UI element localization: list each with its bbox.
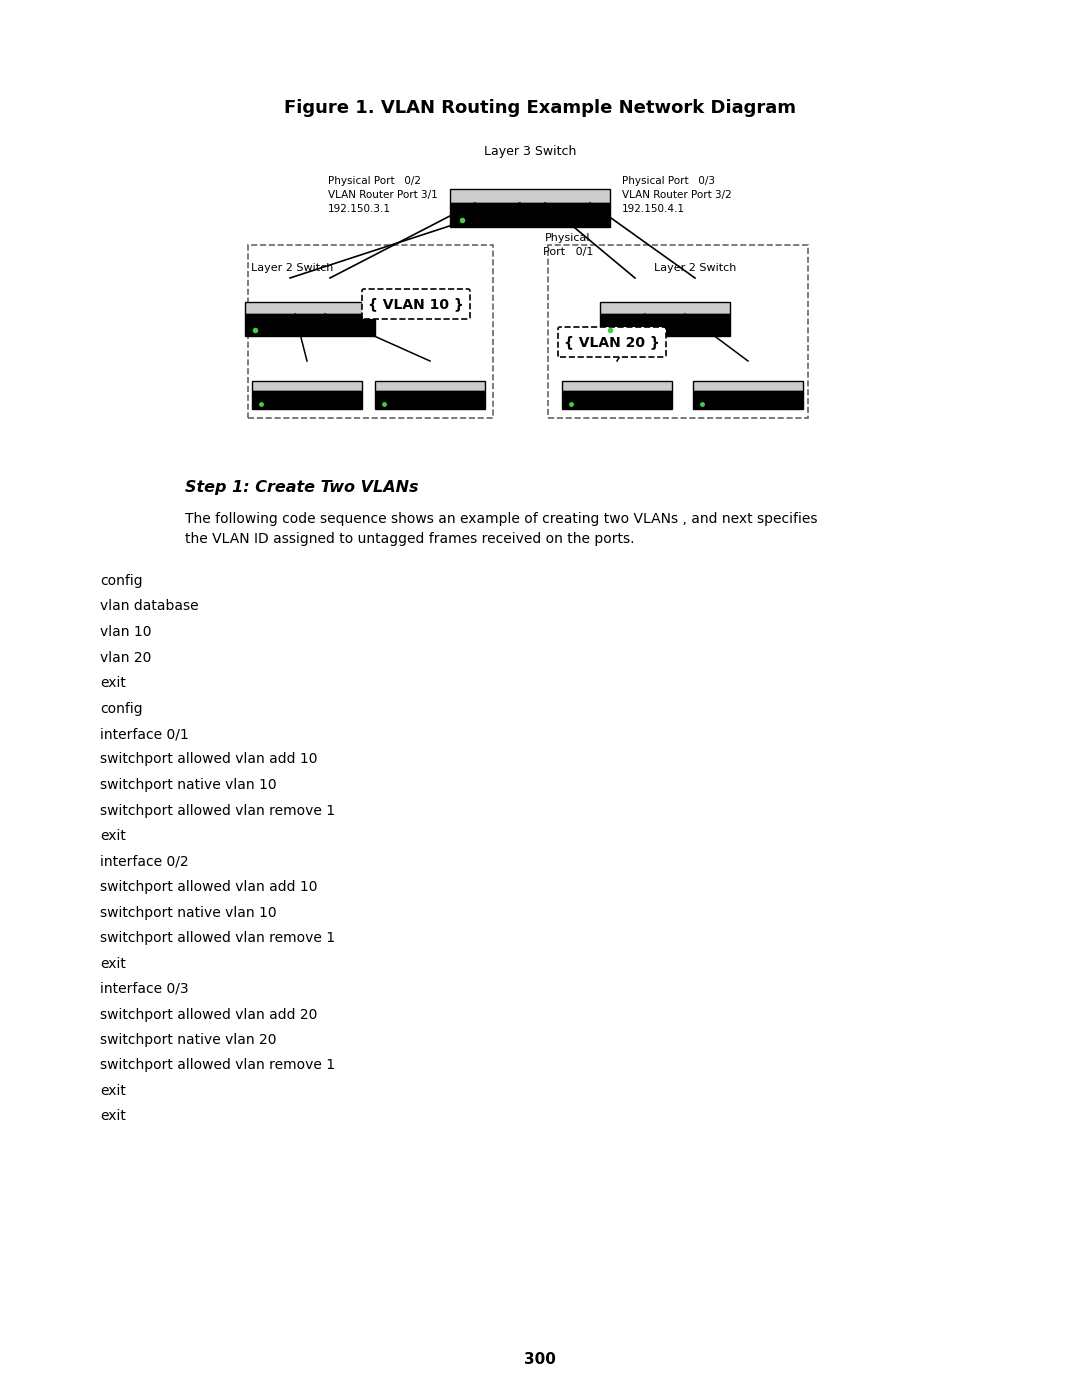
Text: switchport allowed vlan add 10: switchport allowed vlan add 10: [100, 880, 318, 894]
Text: vlan database: vlan database: [100, 599, 199, 613]
Text: vlan 10: vlan 10: [100, 624, 151, 638]
Text: switchport native vlan 10: switchport native vlan 10: [100, 778, 276, 792]
Bar: [600, 314, 730, 337]
Bar: [693, 381, 804, 391]
Text: exit: exit: [100, 1084, 126, 1098]
Text: exit: exit: [100, 957, 126, 971]
Text: interface 0/1: interface 0/1: [100, 726, 189, 740]
Text: exit: exit: [100, 676, 126, 690]
Text: switchport allowed vlan add 20: switchport allowed vlan add 20: [100, 1007, 318, 1021]
Bar: [450, 189, 610, 203]
Text: interface 0/2: interface 0/2: [100, 855, 189, 869]
Text: Physical Port   0/3
VLAN Router Port 3/2
192.150.4.1: Physical Port 0/3 VLAN Router Port 3/2 1…: [622, 176, 732, 214]
Bar: [245, 302, 375, 314]
Text: Physical
Port   0/1: Physical Port 0/1: [543, 233, 593, 257]
Text: switchport allowed vlan remove 1: switchport allowed vlan remove 1: [100, 930, 335, 944]
Bar: [245, 314, 375, 337]
Text: Layer 2 Switch: Layer 2 Switch: [653, 263, 737, 272]
Text: switchport allowed vlan add 10: switchport allowed vlan add 10: [100, 753, 318, 767]
Text: Physical Port   0/2
VLAN Router Port 3/1
192.150.3.1: Physical Port 0/2 VLAN Router Port 3/1 1…: [328, 176, 438, 214]
Text: switchport allowed vlan remove 1: switchport allowed vlan remove 1: [100, 1059, 335, 1073]
Bar: [375, 391, 485, 409]
Bar: [562, 391, 672, 409]
Text: the VLAN ID assigned to untagged frames received on the ports.: the VLAN ID assigned to untagged frames …: [185, 532, 635, 546]
Text: switchport native vlan 10: switchport native vlan 10: [100, 905, 276, 919]
Text: switchport allowed vlan remove 1: switchport allowed vlan remove 1: [100, 803, 335, 817]
Bar: [450, 203, 610, 226]
Text: vlan 20: vlan 20: [100, 651, 151, 665]
FancyBboxPatch shape: [362, 289, 470, 319]
Text: { VLAN 10 }: { VLAN 10 }: [368, 298, 464, 312]
Text: Figure 1. VLAN Routing Example Network Diagram: Figure 1. VLAN Routing Example Network D…: [284, 99, 796, 117]
Text: The following code sequence shows an example of creating two VLANs , and next sp: The following code sequence shows an exa…: [185, 511, 818, 527]
Text: 300: 300: [524, 1351, 556, 1366]
Bar: [252, 381, 362, 391]
Text: Layer 2 Switch: Layer 2 Switch: [251, 263, 334, 272]
FancyBboxPatch shape: [558, 327, 666, 358]
Bar: [375, 381, 485, 391]
Text: exit: exit: [100, 1109, 126, 1123]
Bar: [562, 381, 672, 391]
Text: config: config: [100, 701, 143, 715]
Text: exit: exit: [100, 828, 126, 842]
Bar: [600, 302, 730, 314]
Text: Layer 3 Switch: Layer 3 Switch: [484, 144, 577, 158]
Bar: [693, 391, 804, 409]
Text: switchport native vlan 20: switchport native vlan 20: [100, 1032, 276, 1046]
Text: config: config: [100, 574, 143, 588]
Text: Step 1: Create Two VLANs: Step 1: Create Two VLANs: [185, 481, 419, 495]
Text: { VLAN 20 }: { VLAN 20 }: [564, 335, 660, 349]
Bar: [252, 391, 362, 409]
Text: interface 0/3: interface 0/3: [100, 982, 189, 996]
